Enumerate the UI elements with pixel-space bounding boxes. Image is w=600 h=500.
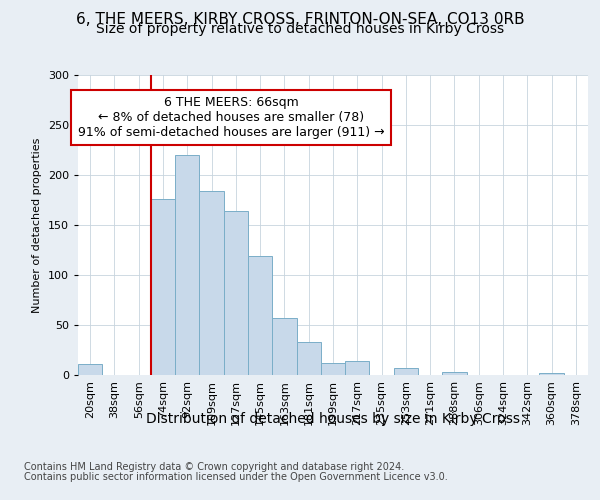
Bar (199, 191, 224, 375)
Bar (442, 372, 467, 375)
Text: Contains public sector information licensed under the Open Government Licence v3: Contains public sector information licen… (24, 472, 448, 482)
Text: 6 THE MEERS: 66sqm
← 8% of detached houses are smaller (78)
91% of semi-detached: 6 THE MEERS: 66sqm ← 8% of detached hous… (77, 96, 385, 139)
Text: Size of property relative to detached houses in Kirby Cross: Size of property relative to detached ho… (96, 22, 504, 36)
Text: 6, THE MEERS, KIRBY CROSS, FRINTON-ON-SEA, CO13 0RB: 6, THE MEERS, KIRBY CROSS, FRINTON-ON-SE… (76, 12, 524, 28)
Bar (248, 256, 272, 375)
Bar (78, 364, 102, 375)
Text: Distribution of detached houses by size in Kirby Cross: Distribution of detached houses by size … (146, 412, 520, 426)
Bar (539, 373, 564, 375)
Bar (394, 368, 418, 375)
Bar (296, 342, 321, 375)
Bar (224, 211, 248, 375)
Bar (321, 363, 345, 375)
Bar (345, 361, 370, 375)
Bar (175, 155, 199, 375)
Bar (272, 318, 296, 375)
Y-axis label: Number of detached properties: Number of detached properties (32, 138, 42, 312)
Text: Contains HM Land Registry data © Crown copyright and database right 2024.: Contains HM Land Registry data © Crown c… (24, 462, 404, 472)
Bar (151, 199, 175, 375)
